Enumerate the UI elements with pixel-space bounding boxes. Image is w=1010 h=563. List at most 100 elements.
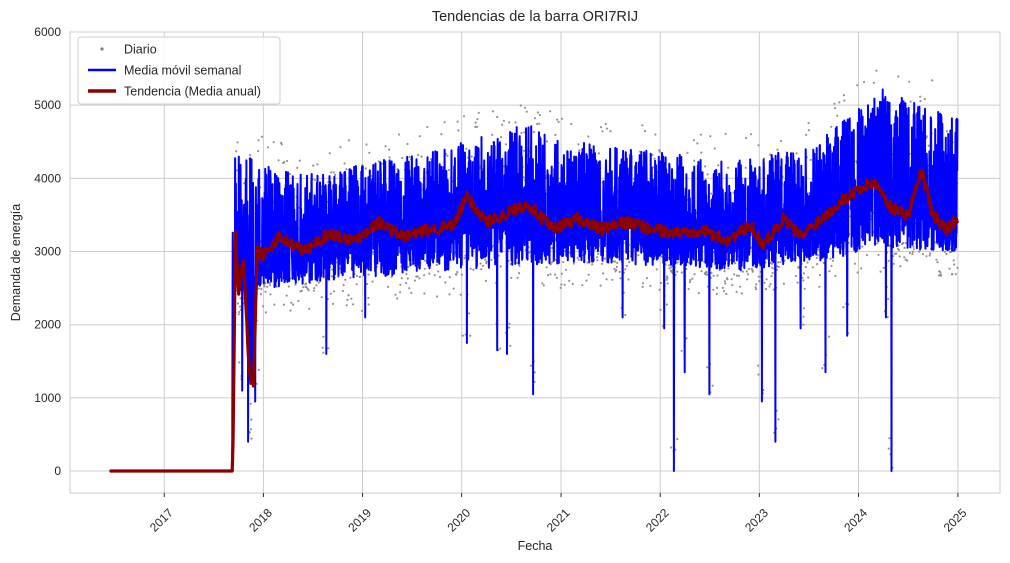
daily-point xyxy=(239,305,242,308)
daily-point xyxy=(733,273,736,276)
daily-point xyxy=(286,159,289,163)
daily-point xyxy=(768,285,771,288)
daily-point xyxy=(902,241,905,245)
daily-point xyxy=(816,263,819,266)
daily-point xyxy=(730,278,733,281)
daily-point xyxy=(481,264,485,267)
daily-point xyxy=(313,287,316,290)
daily-point xyxy=(259,293,262,296)
daily-point xyxy=(549,273,552,276)
daily-point xyxy=(877,253,880,256)
daily-point xyxy=(830,264,833,267)
daily-point xyxy=(280,143,283,146)
daily-point xyxy=(457,129,460,132)
daily-point xyxy=(399,283,402,286)
daily-point xyxy=(931,79,934,82)
daily-point xyxy=(782,282,786,285)
daily-point xyxy=(470,155,473,158)
daily-point xyxy=(734,262,737,265)
daily-point xyxy=(658,150,662,153)
daily-point xyxy=(448,293,451,296)
daily-point xyxy=(423,267,426,270)
daily-point xyxy=(522,176,525,179)
daily-point xyxy=(355,274,359,277)
daily-point xyxy=(645,277,649,280)
daily-point xyxy=(308,307,311,310)
daily-point xyxy=(313,179,317,182)
daily-point xyxy=(628,261,631,264)
daily-point xyxy=(556,118,559,121)
daily-point xyxy=(468,312,471,315)
daily-point xyxy=(668,264,671,267)
daily-point xyxy=(624,268,627,271)
daily-point xyxy=(462,115,466,118)
daily-point xyxy=(469,334,472,337)
daily-point xyxy=(806,261,809,264)
y-tick-label: 6000 xyxy=(34,25,61,39)
daily-point xyxy=(289,309,292,312)
daily-point xyxy=(602,272,605,275)
y-tick-label: 4000 xyxy=(34,171,61,185)
daily-point xyxy=(384,145,387,148)
daily-point xyxy=(644,130,647,133)
daily-point xyxy=(554,273,557,276)
daily-point xyxy=(953,263,956,266)
daily-point xyxy=(559,286,562,289)
daily-point xyxy=(699,133,703,136)
daily-point xyxy=(831,259,835,262)
daily-point xyxy=(723,270,726,273)
daily-point xyxy=(332,290,336,293)
daily-point xyxy=(347,294,350,297)
daily-point xyxy=(842,94,846,97)
daily-point xyxy=(666,276,669,280)
daily-point xyxy=(443,121,446,124)
daily-point xyxy=(599,126,603,129)
daily-point xyxy=(238,361,241,364)
daily-point xyxy=(802,279,805,282)
daily-point xyxy=(727,267,730,270)
daily-point xyxy=(888,437,891,440)
daily-point xyxy=(722,290,726,293)
daily-point xyxy=(401,157,404,160)
daily-point xyxy=(591,263,594,266)
daily-point xyxy=(706,366,709,369)
daily-point xyxy=(504,143,508,146)
daily-point xyxy=(605,278,608,281)
daily-point xyxy=(619,277,622,280)
daily-point xyxy=(568,279,571,282)
daily-point xyxy=(542,284,545,287)
daily-point xyxy=(562,260,565,264)
daily-point xyxy=(269,284,272,287)
daily-point xyxy=(637,254,640,257)
daily-point xyxy=(741,270,745,273)
daily-point xyxy=(283,161,286,164)
daily-point xyxy=(818,285,821,288)
daily-point xyxy=(615,268,618,272)
daily-point xyxy=(757,373,760,376)
y-tick-label: 3000 xyxy=(34,245,61,259)
daily-point xyxy=(538,113,542,117)
daily-point xyxy=(541,282,544,285)
daily-point xyxy=(302,286,305,289)
daily-point xyxy=(564,268,568,271)
daily-point xyxy=(764,288,768,291)
daily-point xyxy=(936,261,939,264)
daily-point xyxy=(597,152,601,155)
daily-point xyxy=(239,297,242,300)
daily-point xyxy=(779,261,782,264)
daily-point xyxy=(696,142,699,145)
daily-point xyxy=(484,279,487,282)
daily-point xyxy=(802,323,805,326)
daily-point xyxy=(809,158,812,161)
daily-point xyxy=(273,303,276,306)
daily-point xyxy=(536,122,539,126)
daily-point xyxy=(257,287,260,290)
legend-label: Tendencia (Media anual) xyxy=(124,85,261,99)
daily-point xyxy=(860,267,863,270)
daily-point xyxy=(794,274,798,278)
daily-point xyxy=(557,120,560,124)
daily-point xyxy=(264,290,267,293)
daily-point xyxy=(899,265,902,268)
daily-point xyxy=(680,349,683,352)
daily-point xyxy=(312,289,315,292)
